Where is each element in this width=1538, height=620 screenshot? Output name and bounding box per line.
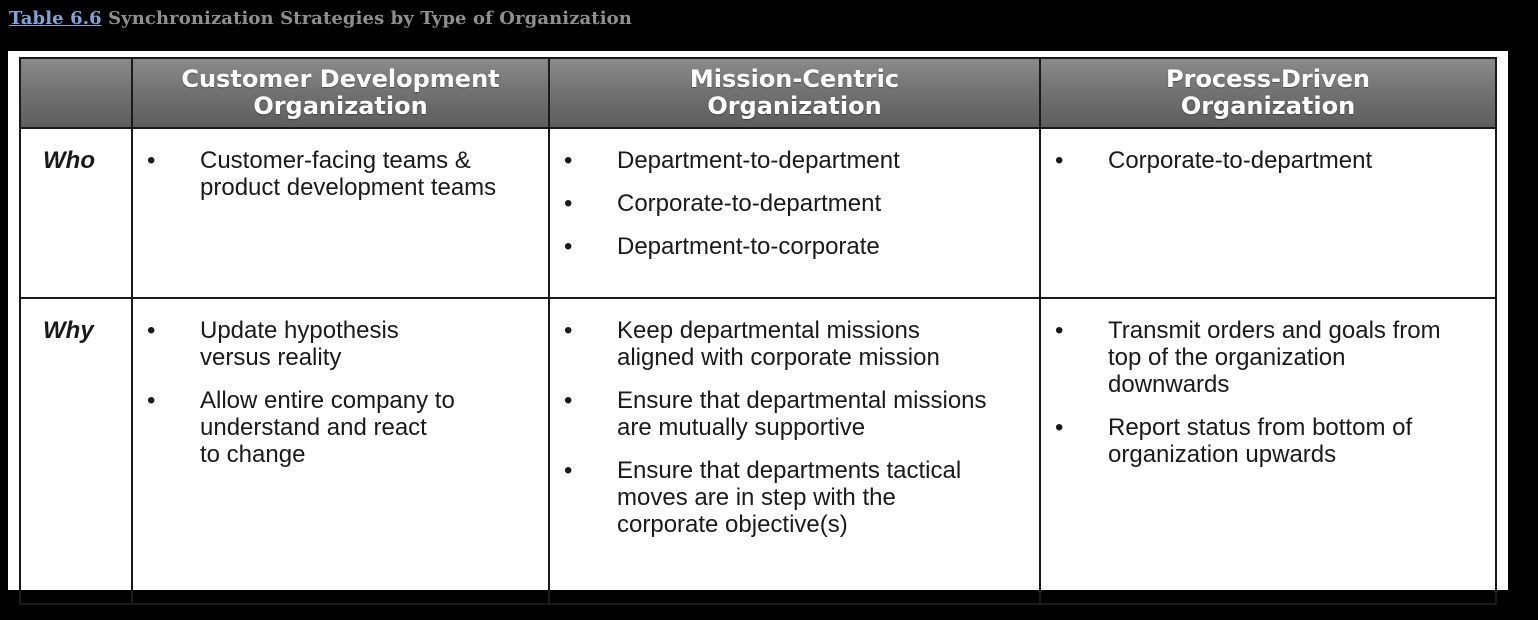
bullet-text-line: downwards — [1108, 371, 1230, 398]
bullet-text-line: organization upwards — [1108, 441, 1337, 468]
header-cell-corner — [19, 57, 133, 129]
bullet-text-line: top of the organization — [1108, 344, 1346, 371]
bullet-text-line: Keep departmental missions — [617, 317, 920, 344]
cell-why-mission-centric: Keep departmental missions aligned with … — [548, 297, 1041, 605]
bullet-text-line: versus reality — [200, 344, 342, 371]
bullet-text-line: Department-to-department — [617, 147, 900, 174]
row-label-who: Who — [19, 127, 133, 299]
bullet-text-line: Allow entire company to — [200, 387, 455, 414]
bullet-text-line: understand and react — [200, 414, 427, 441]
bullet-text-line: Ensure that departmental missions — [617, 387, 987, 414]
bullet-text-line: Report status from bottom of — [1108, 414, 1413, 441]
header-cell-customer-development: Customer Development Organization — [131, 57, 550, 129]
bullet-text-line: Ensure that departments tactical — [617, 457, 962, 484]
table-caption: Table 6.6 Synchronization Strategies by … — [9, 8, 632, 29]
bullet-text-line: Update hypothesis — [200, 317, 399, 344]
header-text-line: Mission-Centric — [689, 65, 900, 93]
row-label-why: Why — [19, 297, 133, 605]
bullet-item: Department-to-corporate — [550, 233, 1029, 260]
table-caption-title: Synchronization Strategies by Type of Or… — [108, 8, 632, 29]
cell-why-customer-development: Update hypothesis versus reality Allow e… — [131, 297, 550, 605]
bullet-item: Department-to-department — [550, 147, 1029, 174]
bullet-item: Transmit orders and goals from top of th… — [1041, 317, 1485, 398]
table-row-why: Why Update hypothesis versus reality All… — [19, 297, 1497, 605]
bullet-item: Report status from bottom of organizatio… — [1041, 414, 1485, 468]
header-text-line: Organization — [253, 92, 428, 120]
bullet-text-line: product development teams — [200, 174, 497, 201]
bullet-text-line: are mutually supportive — [617, 414, 866, 441]
header-text-line: Customer Development — [181, 65, 500, 93]
bullet-text-line: Customer-facing teams & — [200, 147, 471, 174]
bullet-item: Customer-facing teams & product developm… — [133, 147, 538, 201]
cell-who-mission-centric: Department-to-department Corporate-to-de… — [548, 127, 1041, 299]
bullet-item: Update hypothesis versus reality — [133, 317, 538, 371]
header-text-line: Organization — [1180, 92, 1356, 120]
synchronization-strategies-table: Customer Development Organization Missio… — [19, 57, 1497, 605]
cell-who-customer-development: Customer-facing teams & product developm… — [131, 127, 550, 299]
bullet-item: Allow entire company to understand and r… — [133, 387, 538, 468]
bullet-text-line: Transmit orders and goals from — [1108, 317, 1441, 344]
header-text-line: Organization — [707, 92, 882, 120]
cell-who-process-driven: Corporate-to-department — [1039, 127, 1497, 299]
bullet-text-line: Corporate-to-department — [617, 190, 882, 217]
table-figure: Customer Development Organization Missio… — [8, 51, 1508, 605]
header-text-line: Process-Driven — [1166, 65, 1370, 93]
header-cell-process-driven: Process-Driven Organization — [1039, 57, 1497, 129]
bullet-item: Ensure that departmental missions are mu… — [550, 387, 1029, 441]
bullet-text-line: Corporate-to-department — [1108, 147, 1373, 174]
bullet-text-line: corporate objective(s) — [617, 511, 848, 538]
bullet-text-line: Department-to-corporate — [617, 233, 880, 260]
bullet-item: Corporate-to-department — [550, 190, 1029, 217]
header-cell-mission-centric: Mission-Centric Organization — [548, 57, 1041, 129]
bullet-item: Ensure that departments tactical moves a… — [550, 457, 1029, 538]
cell-why-process-driven: Transmit orders and goals from top of th… — [1039, 297, 1497, 605]
bullet-item: Keep departmental missions aligned with … — [550, 317, 1029, 371]
bullet-item: Corporate-to-department — [1041, 147, 1485, 174]
header-row: Customer Development Organization Missio… — [19, 57, 1497, 129]
table-row-who: Who Customer-facing teams & product deve… — [19, 127, 1497, 299]
table-number-link[interactable]: Table 6.6 — [9, 8, 102, 29]
bullet-text-line: aligned with corporate mission — [617, 344, 940, 371]
bullet-text-line: moves are in step with the — [617, 484, 896, 511]
bullet-text-line: to change — [200, 441, 306, 468]
